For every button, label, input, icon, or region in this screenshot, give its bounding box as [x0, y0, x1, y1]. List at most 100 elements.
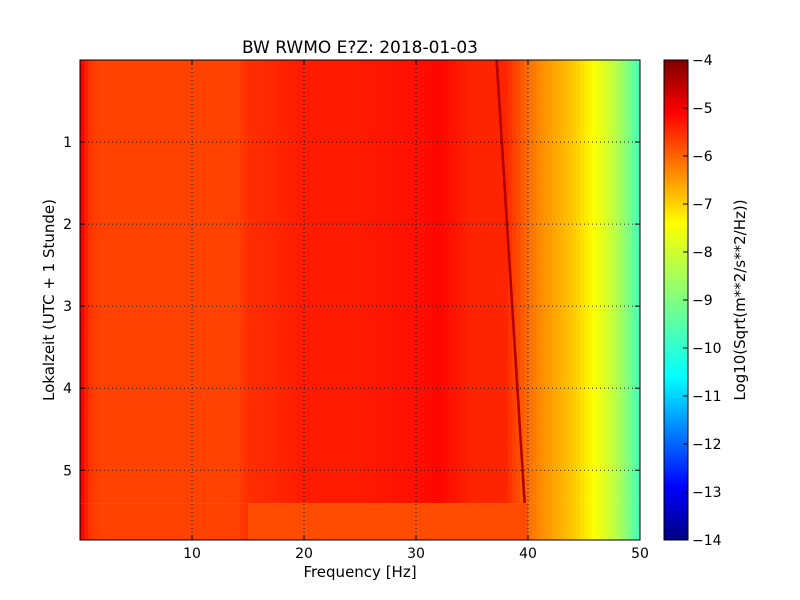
x-tick-label: 50	[631, 546, 649, 562]
heatmap-cell	[92, 60, 97, 504]
colorbar-tick-label: −7	[692, 197, 713, 213]
heatmap-cell	[556, 60, 561, 504]
heatmap-cell	[168, 60, 173, 504]
heatmap-cell	[400, 503, 405, 540]
heatmap-cell	[428, 503, 433, 540]
heatmap-cell	[348, 503, 353, 540]
y-tick-label: 2	[63, 217, 72, 233]
colorbar-axis: −4 −5 −6 −7 −8 −9 −10 −11 −12 −13 −14	[683, 53, 722, 549]
heatmap-cell	[524, 503, 529, 540]
heatmap-cell	[468, 503, 473, 540]
heatmap-cell	[276, 503, 281, 540]
heatmap-cell	[316, 503, 321, 540]
heatmap-cell	[232, 503, 237, 540]
heatmap-cell	[548, 60, 553, 504]
heatmap-cell	[572, 60, 577, 504]
heatmap-cell	[300, 503, 305, 540]
heatmap-cell	[388, 60, 393, 504]
heatmap-cell	[156, 60, 161, 504]
heatmap-cell	[568, 60, 573, 504]
heatmap-cell	[300, 60, 305, 504]
heatmap-cell	[124, 60, 129, 504]
heatmap-cell	[560, 60, 565, 504]
heatmap-cell	[292, 503, 297, 540]
heatmap-cell	[424, 60, 429, 504]
heatmap-cell	[100, 503, 105, 540]
heatmap-cell	[520, 503, 525, 540]
heatmap-cell	[612, 503, 617, 540]
heatmap-cell	[368, 60, 373, 504]
heatmap-cell	[472, 503, 477, 540]
heatmap-cell	[228, 503, 233, 540]
heatmap-cell	[396, 503, 401, 540]
heatmap-cell	[176, 503, 181, 540]
heatmap-cell	[308, 503, 313, 540]
heatmap-cell	[500, 60, 505, 504]
heatmap-cell	[432, 60, 437, 504]
heatmap-cell	[272, 503, 277, 540]
heatmap-cell	[280, 60, 285, 504]
x-axis-label: Frequency [Hz]	[303, 563, 416, 581]
heatmap-cell	[268, 60, 273, 504]
heatmap-cell	[276, 60, 281, 504]
heatmap-cell	[432, 503, 437, 540]
heatmap-cell	[564, 60, 569, 504]
heatmap-cell	[240, 60, 245, 504]
heatmap-cell	[184, 503, 189, 540]
heatmap-cell	[80, 503, 85, 540]
heatmap-cell	[148, 60, 153, 504]
heatmap-cell	[540, 60, 545, 504]
heatmap-cell	[528, 503, 533, 540]
grid-lines	[80, 60, 640, 540]
heatmap-cell	[624, 60, 629, 504]
heatmap-cell	[332, 503, 337, 540]
heatmap-cell	[504, 60, 509, 504]
heatmap-cell	[136, 60, 141, 504]
heatmap-cell	[384, 503, 389, 540]
heatmap-cell	[352, 503, 357, 540]
heatmap-cell	[192, 60, 197, 504]
colorbar-tick-label: −4	[692, 53, 713, 69]
heatmap-cell	[152, 60, 157, 504]
heatmap-cell	[444, 60, 449, 504]
heatmap-cell	[136, 503, 141, 540]
heatmap-cell	[220, 60, 225, 504]
heatmap-cell	[172, 60, 177, 504]
heatmap-cell	[132, 503, 137, 540]
heatmap-cell	[556, 503, 561, 540]
heatmap-cell	[356, 503, 361, 540]
heatmap-cell	[620, 503, 625, 540]
x-axis: 10 20 30 40 50	[183, 60, 649, 562]
heatmap-cell	[620, 60, 625, 504]
heatmap-cell	[448, 60, 453, 504]
heatmap-cell	[628, 503, 633, 540]
heatmap-cell	[436, 60, 441, 504]
heatmap-cell	[588, 60, 593, 504]
heatmap-cell	[364, 60, 369, 504]
heatmap-cell	[272, 60, 277, 504]
heatmap-cell	[328, 60, 333, 504]
heatmap-cell	[460, 60, 465, 504]
heatmap-cell	[120, 503, 125, 540]
heatmap-cell	[192, 503, 197, 540]
heatmap-cell	[80, 60, 85, 504]
heatmap-cell	[436, 503, 441, 540]
heatmap-cell	[392, 60, 397, 504]
x-tick-label: 20	[295, 546, 313, 562]
heatmap-cell	[164, 60, 169, 504]
colorbar-tick-label: −13	[692, 485, 722, 501]
heatmap-cell	[456, 503, 461, 540]
heatmap-cell	[168, 503, 173, 540]
heatmap-cell	[552, 503, 557, 540]
heatmap-cell	[592, 503, 597, 540]
heatmap-cell	[592, 60, 597, 504]
heatmap-cell	[268, 503, 273, 540]
colorbar-tick-label: −9	[692, 293, 713, 309]
heatmap-cell	[508, 503, 513, 540]
heatmap-cell	[428, 60, 433, 504]
y-axis-label: Lokalzeit (UTC + 1 Stunde)	[40, 199, 58, 401]
heatmap-cell	[420, 60, 425, 504]
heatmap-cell	[424, 503, 429, 540]
heatmap-cell	[456, 60, 461, 504]
